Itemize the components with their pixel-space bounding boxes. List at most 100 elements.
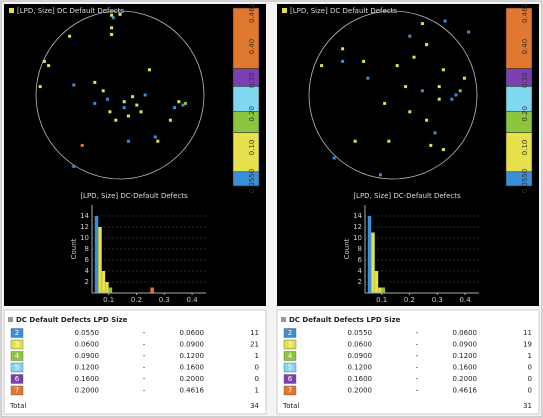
table-cell: 5 xyxy=(288,364,292,372)
colorbar-label: 0.30 xyxy=(248,72,256,88)
class-swatch xyxy=(283,339,297,350)
map-background xyxy=(4,4,266,306)
histogram-bar xyxy=(98,227,102,293)
defect-point xyxy=(362,59,366,63)
table-cell: 0.1200 xyxy=(75,364,100,372)
defect-point xyxy=(122,106,126,110)
class-swatch xyxy=(283,328,297,338)
table-title: DC Default Defects LPD Size xyxy=(289,316,401,324)
table-cell: - xyxy=(416,387,419,395)
table-title: DC Default Defects LPD Size xyxy=(16,316,128,324)
table-cell: 1 xyxy=(255,387,259,395)
defect-point xyxy=(184,101,188,105)
y-tick-label: 2 xyxy=(85,278,89,286)
x-tick-label: 0.1 xyxy=(376,296,387,304)
table-cell: 6 xyxy=(15,375,20,383)
defect-point xyxy=(93,101,97,105)
defect-point xyxy=(341,47,345,51)
table-cell: 0.1600 xyxy=(348,375,373,383)
histogram-bar xyxy=(381,287,386,293)
table-cell: 0.0900 xyxy=(348,352,373,360)
defect-point xyxy=(387,139,391,143)
defect-point xyxy=(111,16,115,20)
class-swatch xyxy=(10,374,24,384)
wafer-outline xyxy=(308,10,478,180)
colorbar-segment xyxy=(505,132,533,173)
table-cell: 6 xyxy=(288,375,293,383)
table-cell: - xyxy=(143,329,146,337)
defect-point xyxy=(443,19,447,23)
table-cell: 2 xyxy=(15,329,19,337)
defect-point xyxy=(433,131,437,135)
defect-point xyxy=(177,100,181,104)
y-tick-label: 6 xyxy=(85,256,90,264)
defect-point xyxy=(353,139,357,143)
table-cell: 0.0900 xyxy=(453,341,478,349)
colorbar-label: 0.40 xyxy=(248,39,256,55)
colorbar-segment xyxy=(232,86,260,112)
x-tick-label: 0.3 xyxy=(432,296,443,304)
class-swatch xyxy=(10,362,24,373)
table-cell: - xyxy=(416,329,419,337)
y-tick-label: 8 xyxy=(358,245,362,253)
y-tick-label: 10 xyxy=(80,234,89,242)
defect-point xyxy=(72,164,76,168)
defect-point xyxy=(408,34,412,38)
total-label: Total xyxy=(9,402,26,410)
defect-point xyxy=(110,26,114,30)
class-swatch xyxy=(283,385,297,396)
histogram-bar xyxy=(371,232,375,293)
class-swatch xyxy=(283,362,297,373)
y-tick-label: 6 xyxy=(358,256,363,264)
table-cell: 0 xyxy=(528,364,532,372)
table-icon xyxy=(281,317,286,322)
table-cell: 3 xyxy=(288,341,292,349)
table-cell: 5 xyxy=(15,364,19,372)
defect-point xyxy=(72,83,76,87)
map-background xyxy=(277,4,539,306)
y-tick-label: 14 xyxy=(80,212,89,220)
defect-point xyxy=(458,89,462,93)
histogram-title: [LPD, Size] DC-Default Defects xyxy=(80,192,188,200)
y-tick-label: 10 xyxy=(353,234,362,242)
class-swatch xyxy=(10,328,24,338)
defect-point xyxy=(437,85,441,89)
defect-point xyxy=(332,156,336,160)
table-cell: 0.0900 xyxy=(180,341,205,349)
defect-point xyxy=(429,143,433,147)
defect-point xyxy=(153,135,157,139)
x-tick-label: 0.2 xyxy=(404,296,415,304)
defect-point xyxy=(131,95,135,99)
colorbar-segment xyxy=(232,7,260,69)
defect-point xyxy=(173,106,177,110)
y-axis-label: Count xyxy=(343,238,351,259)
defect-point xyxy=(68,34,72,38)
table-cell: 0 xyxy=(528,387,532,395)
table-cell: 0.0600 xyxy=(348,341,373,349)
table-cell: - xyxy=(416,352,419,360)
colorbar-label: 0.0550 xyxy=(248,169,256,194)
defect-point xyxy=(114,118,118,122)
defect-point xyxy=(93,80,97,84)
defect-point xyxy=(122,100,126,104)
defect-point xyxy=(118,12,122,16)
table-cell: 2 xyxy=(288,329,292,337)
map-title: [LPD, Size] DC Default Defects xyxy=(290,7,397,15)
defect-point xyxy=(408,110,412,114)
histogram-bar xyxy=(101,271,106,293)
table-cell: 3 xyxy=(15,341,19,349)
colorbar-label: 0.462 xyxy=(248,3,256,23)
table-cell: - xyxy=(143,352,146,360)
table-cell: 0.1600 xyxy=(75,375,100,383)
table-cell: 0.0900 xyxy=(75,352,100,360)
defect-point xyxy=(147,68,151,72)
total-label: Total xyxy=(282,402,299,410)
defect-point xyxy=(441,148,445,152)
colorbar-label: 0.30 xyxy=(521,72,529,88)
defect-point xyxy=(47,64,51,68)
histogram-title: [LPD, Size] DC-Default Defects xyxy=(353,192,461,200)
y-tick-label: 4 xyxy=(358,267,363,275)
defect-point xyxy=(366,76,370,80)
table-cell: 0 xyxy=(255,364,259,372)
